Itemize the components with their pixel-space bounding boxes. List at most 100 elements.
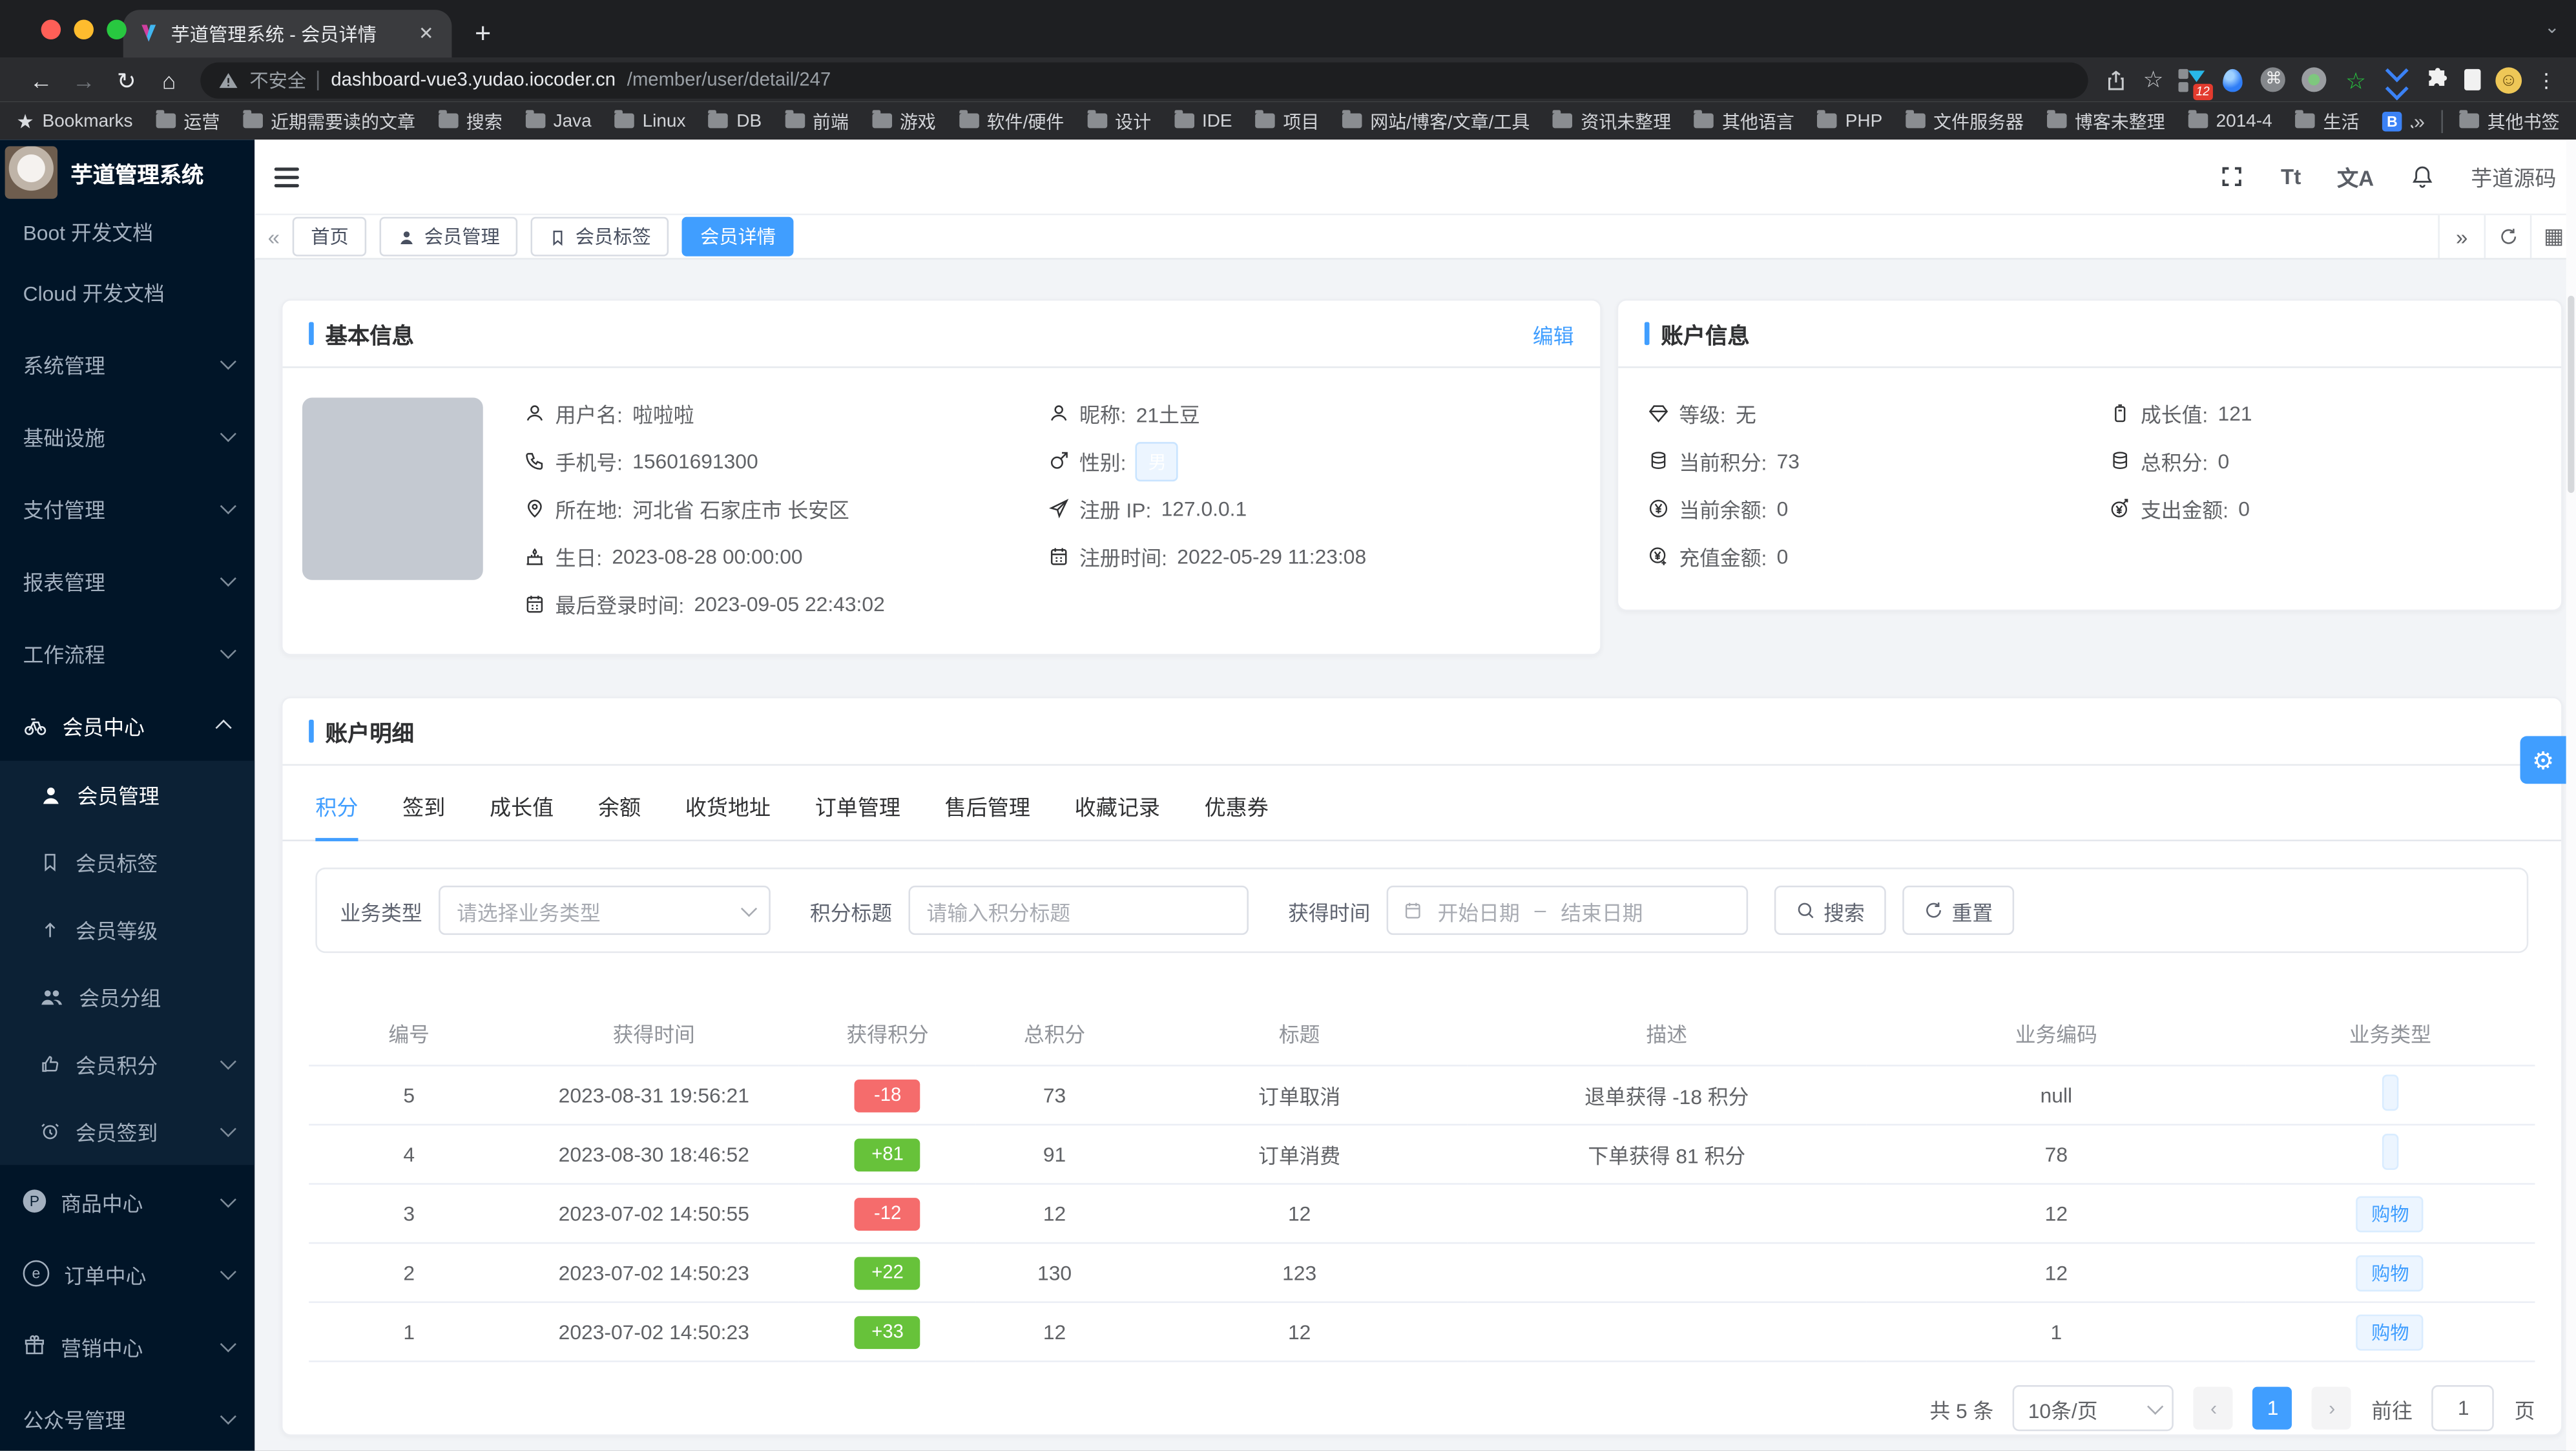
sidebar-item-member-level[interactable]: 会员等级 bbox=[0, 895, 254, 963]
profile-avatar[interactable]: ☺ bbox=[2495, 67, 2522, 93]
tab-favorites[interactable]: 收藏记录 bbox=[1074, 795, 1160, 820]
sidebar-item-report[interactable]: 报表管理 bbox=[0, 544, 254, 616]
bookmark-folder[interactable]: 游戏 bbox=[871, 108, 936, 134]
tag-member-detail[interactable]: 会员详情 bbox=[682, 216, 795, 256]
zoom-window-button[interactable] bbox=[107, 19, 127, 40]
fullscreen-icon[interactable] bbox=[2220, 164, 2245, 189]
tab-aftersale[interactable]: 售后管理 bbox=[944, 795, 1030, 820]
sidebar-item-system[interactable]: 系统管理 bbox=[0, 327, 254, 399]
forward-icon[interactable]: → bbox=[72, 67, 96, 93]
current-user-name[interactable]: 芋道源码 bbox=[2471, 165, 2557, 191]
share-icon[interactable] bbox=[2105, 68, 2128, 92]
sidebar-item-member-group[interactable]: 会员分组 bbox=[0, 963, 254, 1030]
table-row[interactable]: 5 2023-08-31 19:56:21 -18 73 订单取消 退单获得 -… bbox=[309, 1065, 2535, 1126]
sidebar-item-infra[interactable]: 基础设施 bbox=[0, 399, 254, 472]
other-bookmarks[interactable]: 其他书签 bbox=[2459, 108, 2560, 134]
bookmark-folder[interactable]: PHP bbox=[1817, 110, 1882, 130]
browser-tab[interactable]: 芋道管理系统 - 会员详情 ✕ bbox=[123, 10, 452, 58]
sidebar-item-product-center[interactable]: P 商品中心 bbox=[0, 1165, 254, 1237]
bookmark-folder[interactable]: Java bbox=[525, 110, 592, 130]
sidebar-item-member-center[interactable]: 会员中心 bbox=[0, 689, 254, 761]
new-tab-button[interactable]: + bbox=[475, 17, 492, 50]
bookmarks-overflow-icon[interactable]: » bbox=[2414, 109, 2425, 132]
bookmark-folder[interactable]: 搜索 bbox=[438, 108, 503, 134]
bookmark-java-group[interactable]: BJava开发 | 小组首... bbox=[2382, 108, 2414, 134]
bookmark-folder[interactable]: 设计 bbox=[1086, 108, 1151, 134]
prev-page-button[interactable]: ‹ bbox=[2194, 1386, 2234, 1430]
extension-badge-icon[interactable]: 12 bbox=[2178, 67, 2213, 99]
app-logo-row[interactable]: 芋道管理系统 bbox=[0, 140, 254, 205]
tag-member-tag[interactable]: 会员标签 bbox=[531, 216, 669, 256]
sidebar-item-member-point[interactable]: 会员积分 bbox=[0, 1030, 254, 1098]
close-window-button[interactable] bbox=[41, 19, 61, 40]
tab-address[interactable]: 收货地址 bbox=[685, 795, 771, 820]
page-scrollbar[interactable] bbox=[2566, 140, 2576, 1451]
tab-balance[interactable]: 余额 bbox=[597, 795, 641, 820]
table-row[interactable]: 3 2023-07-02 14:50:55 -12 12 12 12 购物 bbox=[309, 1184, 2535, 1244]
page-size-select[interactable]: 10条/页 bbox=[2013, 1385, 2175, 1432]
sidebar-item-marketing-center[interactable]: 营销中心 bbox=[0, 1310, 254, 1382]
reload-icon[interactable]: ↻ bbox=[116, 67, 136, 93]
language-icon[interactable]: 文A bbox=[2337, 165, 2374, 191]
sidebar-item-member-tag[interactable]: 会员标签 bbox=[0, 828, 254, 895]
sidebar-item-cloud-docs[interactable]: Cloud 开发文档 bbox=[23, 282, 165, 305]
bookmark-folder[interactable]: 其他语言 bbox=[1694, 108, 1794, 134]
balloon-extension-icon[interactable] bbox=[2219, 67, 2246, 93]
recorder-extension-icon[interactable] bbox=[2301, 67, 2328, 93]
address-bar[interactable]: 不安全 dashboard-vue3.yudao.iocoder.cn/memb… bbox=[200, 61, 2089, 98]
tags-scroll-left-icon[interactable]: « bbox=[267, 224, 280, 249]
tab-points[interactable]: 积分 bbox=[315, 775, 358, 842]
point-title-input[interactable]: 请输入积分标题 bbox=[908, 885, 1249, 935]
bookmarks-root[interactable]: ★ Bookmarks bbox=[16, 109, 133, 132]
sidebar-item-pay[interactable]: 支付管理 bbox=[0, 472, 254, 544]
sidebar-item-member-signin[interactable]: 会员签到 bbox=[0, 1098, 254, 1165]
sidebar-extension-icon[interactable] bbox=[2464, 68, 2481, 90]
bookmark-folder[interactable]: 项目 bbox=[1255, 108, 1319, 134]
tags-layout-icon[interactable]: ▦ bbox=[2529, 215, 2576, 258]
tab-coupons[interactable]: 优惠券 bbox=[1204, 795, 1269, 820]
bookmark-folder[interactable]: 网站/博客/文章/工具 bbox=[1342, 108, 1530, 134]
back-icon[interactable]: ← bbox=[29, 67, 53, 93]
sidebar-item-mp-manage[interactable]: 公众号管理 bbox=[0, 1382, 254, 1451]
sidebar-item-order-center[interactable]: e 订单中心 bbox=[0, 1237, 254, 1310]
tags-scroll-right-icon[interactable]: » bbox=[2438, 215, 2484, 258]
current-page-button[interactable]: 1 bbox=[2253, 1386, 2293, 1430]
bookmark-folder[interactable]: 资讯未整理 bbox=[1553, 108, 1671, 134]
tab-signin[interactable]: 签到 bbox=[402, 795, 446, 820]
scrollbar-thumb[interactable] bbox=[2568, 295, 2575, 494]
bookmark-folder[interactable]: DB bbox=[709, 110, 762, 130]
edit-button[interactable]: 编辑 bbox=[1532, 324, 1574, 348]
bookmark-star-icon[interactable]: ☆ bbox=[2143, 65, 2164, 92]
bookmark-folder[interactable]: 软件/硬件 bbox=[959, 108, 1064, 134]
tag-member-manage[interactable]: 会员管理 bbox=[380, 216, 518, 256]
collapse-menu-icon[interactable] bbox=[274, 167, 299, 187]
minimize-window-button[interactable] bbox=[74, 19, 94, 40]
bookmark-folder[interactable]: 博客未整理 bbox=[2046, 108, 2165, 134]
date-range-picker[interactable]: 开始日期 – 结束日期 bbox=[1386, 885, 1749, 935]
close-tab-icon[interactable]: ✕ bbox=[419, 25, 434, 45]
table-row[interactable]: 4 2023-08-30 18:46:52 +81 91 订单消费 下单获得 8… bbox=[309, 1124, 2535, 1185]
bookmark-folder[interactable]: 生活 bbox=[2295, 108, 2360, 134]
tab-growth[interactable]: 成长值 bbox=[490, 795, 554, 820]
command-extension-icon[interactable]: ⌘ bbox=[2261, 67, 2287, 93]
vue-devtools-icon[interactable] bbox=[2384, 59, 2410, 101]
bookmark-folder[interactable]: 前端 bbox=[784, 108, 849, 134]
table-row[interactable]: 2 2023-07-02 14:50:23 +22 130 123 12 购物 bbox=[309, 1243, 2535, 1303]
next-page-button[interactable]: › bbox=[2312, 1386, 2352, 1430]
bookmark-folder[interactable]: Linux bbox=[614, 110, 685, 130]
bookmark-folder[interactable]: 文件服务器 bbox=[1905, 108, 2024, 134]
sidebar-item-member-manage[interactable]: 会员管理 bbox=[0, 761, 254, 828]
tab-orders[interactable]: 订单管理 bbox=[815, 795, 901, 820]
chrome-menu-icon[interactable]: ⋮ bbox=[2536, 68, 2557, 92]
puzzle-extensions-icon[interactable] bbox=[2425, 67, 2449, 92]
bell-icon[interactable] bbox=[2410, 164, 2435, 189]
bookmark-folder[interactable]: IDE bbox=[1174, 110, 1232, 130]
biz-type-select[interactable]: 请选择业务类型 bbox=[439, 885, 771, 935]
star-extension-icon[interactable]: ☆ bbox=[2345, 67, 2367, 93]
sidebar-item-boot-docs[interactable]: Boot 开发文档 bbox=[23, 221, 154, 244]
search-button[interactable]: 搜索 bbox=[1774, 885, 1886, 935]
window-chevron-icon[interactable]: ⌄ bbox=[2544, 17, 2560, 38]
table-row[interactable]: 1 2023-07-02 14:50:23 +33 12 12 1 购物 bbox=[309, 1302, 2535, 1362]
bookmark-folder[interactable]: 近期需要读的文章 bbox=[242, 108, 415, 134]
home-icon[interactable]: ⌂ bbox=[162, 67, 176, 93]
